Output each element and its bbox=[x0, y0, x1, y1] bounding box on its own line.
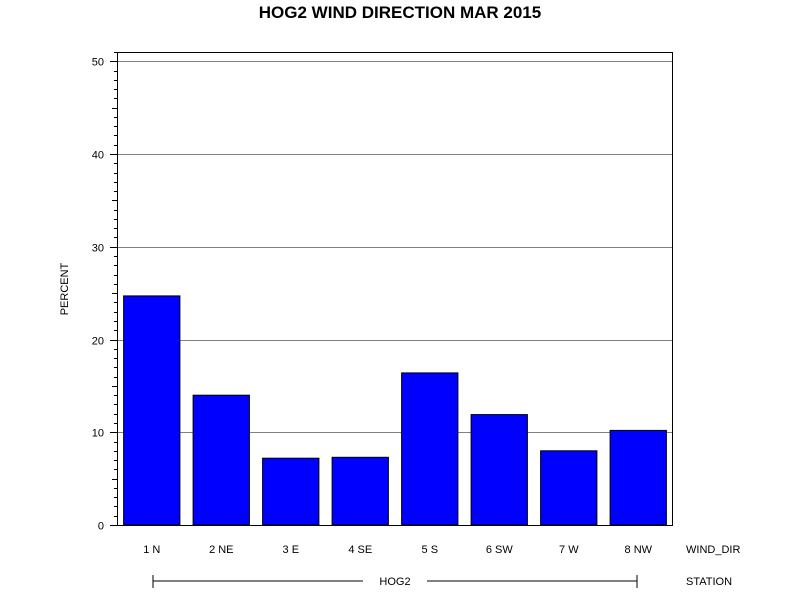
x-tick-label: 8 NW bbox=[625, 544, 653, 556]
bar-2-ne bbox=[192, 394, 250, 526]
y-tick-label: 50 bbox=[92, 57, 104, 69]
chart-title: HOG2 WIND DIRECTION MAR 2015 bbox=[259, 3, 541, 22]
y-tick-label: 40 bbox=[92, 150, 104, 162]
bar-7-w bbox=[540, 450, 598, 526]
y-axis-title: PERCENT bbox=[59, 262, 71, 315]
y-tick-label: 20 bbox=[92, 336, 104, 348]
y-tick-label: 10 bbox=[92, 428, 104, 440]
bar-4-se bbox=[331, 456, 389, 526]
bar-1-n bbox=[123, 295, 181, 526]
bar-8-nw bbox=[609, 429, 667, 526]
x-tick-label: 7 W bbox=[559, 544, 579, 556]
station-group-label: HOG2 bbox=[379, 576, 410, 588]
x-tick-label: 4 SE bbox=[348, 544, 372, 556]
bar-5-s bbox=[401, 372, 459, 526]
bar-3-e bbox=[262, 457, 320, 526]
plot-frame bbox=[117, 52, 673, 526]
x-tick-label: 3 E bbox=[283, 544, 300, 556]
x-tick-label: 5 S bbox=[422, 544, 439, 556]
y-tick-label: 30 bbox=[92, 243, 104, 255]
station-axis-title: STATION bbox=[686, 576, 732, 588]
y-tick-label: 0 bbox=[98, 521, 104, 533]
x-tick-label: 1 N bbox=[143, 544, 160, 556]
x-tick-label: 2 NE bbox=[209, 544, 233, 556]
x-tick-label: 6 SW bbox=[486, 544, 514, 556]
x-axis-title: WIND_DIR bbox=[686, 544, 740, 556]
bar-6-sw bbox=[470, 414, 528, 526]
